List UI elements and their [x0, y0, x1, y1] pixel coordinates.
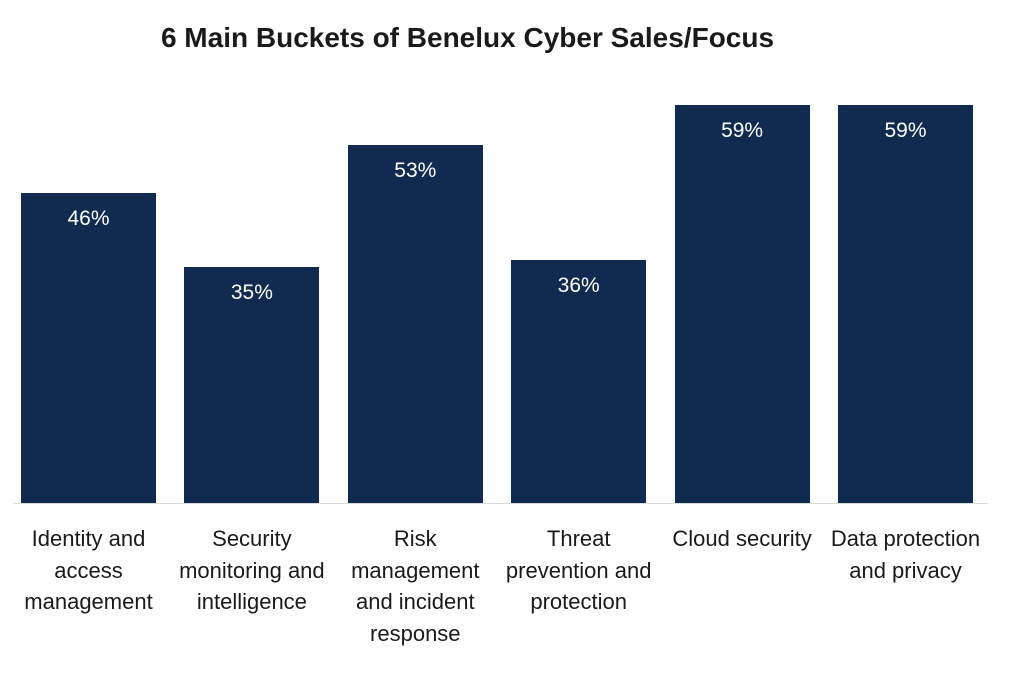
x-tick-label: Data protection and privacy [830, 526, 981, 583]
baseline [14, 503, 988, 504]
x-tick-label: Cloud security [672, 526, 812, 551]
value-label: 53% [394, 159, 437, 183]
bar [21, 192, 156, 503]
x-tick-label: Threat prevention and protection [505, 526, 652, 614]
x-tick-label: Risk management and incident response [351, 526, 480, 646]
value-label: 59% [884, 119, 927, 142]
x-tick-label: Security monitoring and intelligence [179, 526, 325, 614]
value-label: 35% [230, 280, 273, 304]
bar [674, 105, 810, 503]
value-label: 36% [557, 274, 600, 298]
value-label: 46% [67, 206, 110, 230]
value-label: 59% [721, 119, 764, 142]
chart-title: 6 Main Buckets of Benelux Cyber Sales/Fo… [160, 22, 775, 53]
bar [838, 105, 973, 503]
bar [184, 266, 320, 503]
bar [511, 260, 647, 503]
x-tick-label: Identity and access management [24, 526, 153, 614]
bar [347, 145, 483, 503]
